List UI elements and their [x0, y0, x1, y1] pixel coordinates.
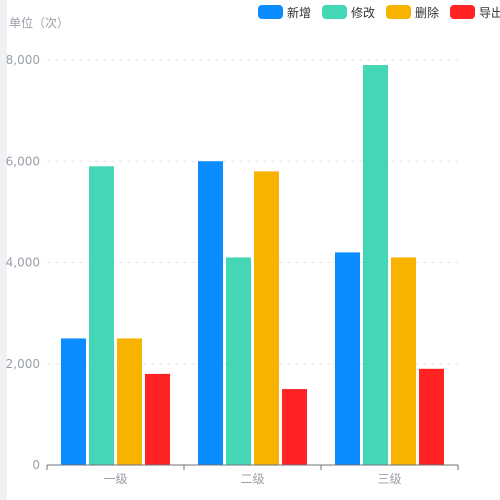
- legend-swatch: [386, 5, 411, 19]
- legend: 新增 修改 删除 导出: [258, 5, 500, 20]
- bar-导出-三级[interactable]: [419, 368, 444, 465]
- legend-label: 删除: [415, 5, 439, 20]
- legend-item-删除[interactable]: 删除: [386, 5, 439, 20]
- bar-导出-一级[interactable]: [145, 373, 170, 465]
- legend-label: 新增: [287, 5, 311, 20]
- y-tick-labels: 0 2,000 4,000 6,000 8,000: [6, 53, 40, 472]
- legend-swatch: [258, 5, 283, 19]
- bar-新增-一级[interactable]: [61, 338, 86, 465]
- legend-item-新增[interactable]: 新增: [258, 5, 311, 20]
- left-edge-strip: [0, 0, 7, 500]
- x-axis: 一级 二级 三级: [46, 464, 459, 486]
- bar-修改-一级[interactable]: [89, 166, 114, 465]
- legend-item-导出[interactable]: 导出: [450, 5, 500, 20]
- y-axis-unit-label: 单位（次）: [9, 16, 70, 30]
- bar-删除-三级[interactable]: [391, 257, 416, 465]
- bar-新增-三级[interactable]: [335, 252, 360, 465]
- bar-修改-二级[interactable]: [226, 257, 251, 465]
- legend-label: 导出: [479, 6, 500, 20]
- bars: [61, 65, 444, 465]
- legend-swatch: [450, 5, 475, 19]
- x-tick-label: 二级: [240, 472, 264, 486]
- bar-删除-二级[interactable]: [254, 171, 279, 465]
- y-tick-label: 4,000: [6, 256, 40, 270]
- bar-删除-一级[interactable]: [117, 338, 142, 465]
- bar-新增-二级[interactable]: [198, 161, 223, 465]
- x-tick-label: 三级: [377, 472, 401, 486]
- legend-label: 修改: [351, 5, 375, 20]
- y-tick-label: 6,000: [6, 154, 40, 168]
- y-tick-label: 8,000: [6, 53, 40, 67]
- x-tick-label: 一级: [103, 472, 127, 486]
- bar-修改-三级[interactable]: [363, 65, 388, 465]
- y-tick-label: 2,000: [6, 357, 40, 371]
- legend-item-修改[interactable]: 修改: [322, 5, 375, 20]
- legend-swatch: [322, 5, 347, 19]
- y-tick-label: 0: [32, 458, 40, 472]
- bar-导出-二级[interactable]: [282, 389, 307, 465]
